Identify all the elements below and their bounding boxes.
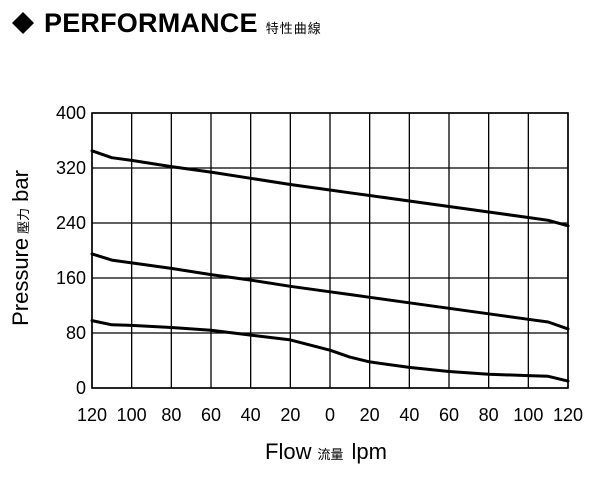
x-axis-label-unit: lpm	[352, 439, 387, 464]
series-line-3	[90, 319, 570, 383]
x-tick-label: 120	[77, 405, 107, 425]
plot-frame	[91, 112, 569, 389]
page-subtitle: 特性曲線	[265, 20, 322, 36]
x-tick-label: 60	[439, 405, 459, 425]
x-axis-label: Flow 流量 lpm	[265, 439, 387, 464]
y-tick-label: 160	[56, 268, 86, 288]
x-tick-label: 20	[280, 405, 300, 425]
x-tick-label: 100	[117, 405, 147, 425]
y-axis-label-cjk: 壓力	[16, 208, 31, 234]
grid	[91, 112, 569, 389]
x-axis-label-text: Flow	[265, 439, 312, 464]
y-tick-label: 400	[56, 103, 86, 123]
y-tick-label: 80	[66, 323, 86, 343]
diamond-bullet-icon	[12, 12, 34, 34]
x-tick-label: 40	[399, 405, 419, 425]
y-tick-label: 320	[56, 158, 86, 178]
page-title: PERFORMANCE	[44, 7, 258, 38]
y-axis-label-text: Pressure	[8, 238, 33, 326]
x-axis-label-cjk: 流量	[317, 447, 343, 462]
series-line-2	[90, 252, 570, 331]
x-tick-label: 60	[201, 405, 221, 425]
x-tick-label: 120	[553, 405, 583, 425]
x-tick-label: 40	[241, 405, 261, 425]
y-axis-label-unit: bar	[8, 170, 33, 202]
series-line-1	[90, 149, 570, 228]
x-tick-label: 100	[513, 405, 543, 425]
header: PERFORMANCE 特性曲線	[8, 6, 322, 40]
y-tick-label: 0	[76, 378, 86, 398]
x-tick-label: 0	[325, 405, 335, 425]
y-tick-label: 240	[56, 213, 86, 233]
x-tick-label: 80	[479, 405, 499, 425]
x-tick-label: 80	[161, 405, 181, 425]
y-tick-labels: 0 80 160 240 320 400	[56, 103, 86, 398]
series-layer	[90, 149, 570, 383]
x-tick-labels: 120 100 80 60 40 20 0 20 40 60 80 100 120	[77, 405, 583, 425]
y-axis-label: Pressure 壓力 bar	[8, 170, 33, 326]
x-tick-label: 20	[360, 405, 380, 425]
